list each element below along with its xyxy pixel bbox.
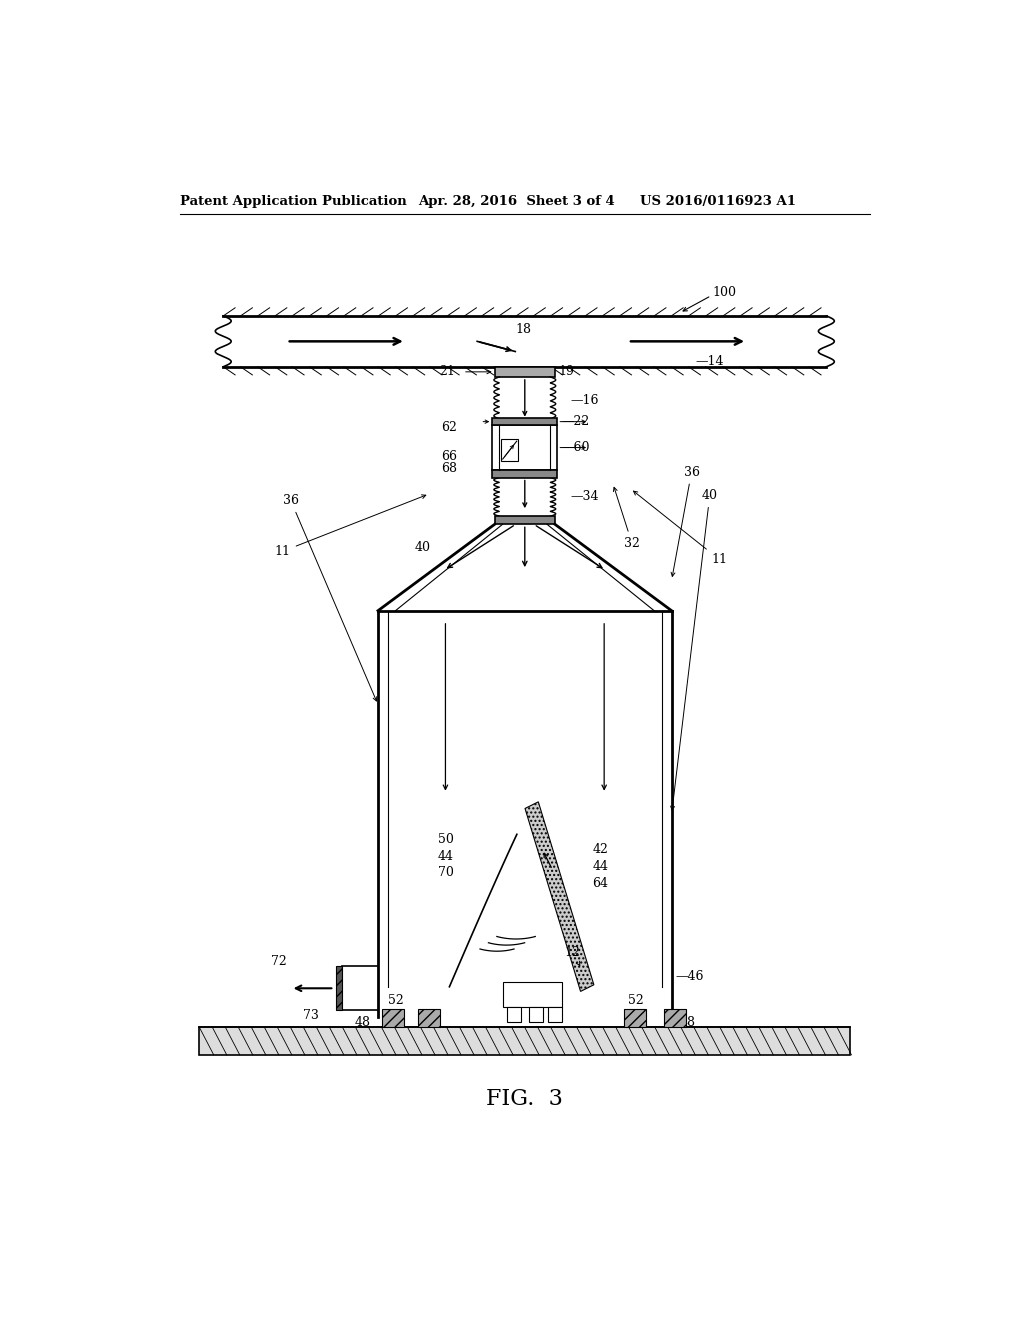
Text: 64: 64 [592,876,608,890]
Text: 48: 48 [354,1016,371,1028]
Text: 66: 66 [440,450,457,463]
Text: 44: 44 [437,850,454,863]
Text: 40: 40 [671,488,718,810]
Text: US 2016/0116923 A1: US 2016/0116923 A1 [640,194,796,207]
Bar [493,425,557,470]
Text: 32: 32 [613,487,640,549]
Bar [418,1008,440,1027]
Text: 52: 52 [628,994,644,1007]
Text: 100: 100 [713,286,737,300]
Text: —60: —60 [561,441,590,454]
Bar [528,1007,543,1022]
Text: —34: —34 [570,490,599,503]
Text: 18: 18 [515,322,531,335]
Text: —46: —46 [676,970,705,983]
Bar [495,516,555,524]
Text: —14: —14 [695,355,724,368]
Bar [503,982,562,1007]
Text: FIG.  3: FIG. 3 [486,1088,563,1110]
Text: 72: 72 [270,954,287,968]
Bar [501,440,518,461]
Bar [507,1007,521,1022]
Text: 42: 42 [592,843,608,857]
Text: 50: 50 [437,833,454,846]
Text: 48: 48 [680,1016,695,1028]
Bar [493,417,557,425]
Text: 62: 62 [440,421,457,434]
Text: Apr. 28, 2016  Sheet 3 of 4: Apr. 28, 2016 Sheet 3 of 4 [418,194,614,207]
Text: 11: 11 [634,491,727,566]
Text: 36: 36 [283,494,377,701]
Text: 11: 11 [274,495,426,558]
Text: 12: 12 [564,946,581,965]
Text: 52: 52 [387,994,403,1007]
Bar [382,1008,404,1027]
Bar [495,367,555,378]
Text: 36: 36 [671,466,699,577]
Text: 70: 70 [437,866,454,879]
Text: 21: 21 [439,366,455,379]
Text: 19: 19 [559,366,574,379]
Text: 73: 73 [303,1008,318,1022]
Text: —16: —16 [570,395,599,408]
Bar [664,1008,686,1027]
Text: 44: 44 [592,861,608,874]
Bar [336,966,342,1010]
Text: 68: 68 [440,462,457,475]
Bar [548,1007,562,1022]
Bar [200,1027,850,1055]
Polygon shape [525,801,594,991]
Text: 40: 40 [415,541,431,553]
Text: —22: —22 [561,416,590,428]
Text: Patent Application Publication: Patent Application Publication [179,194,407,207]
Bar [624,1008,646,1027]
Bar [493,470,557,478]
